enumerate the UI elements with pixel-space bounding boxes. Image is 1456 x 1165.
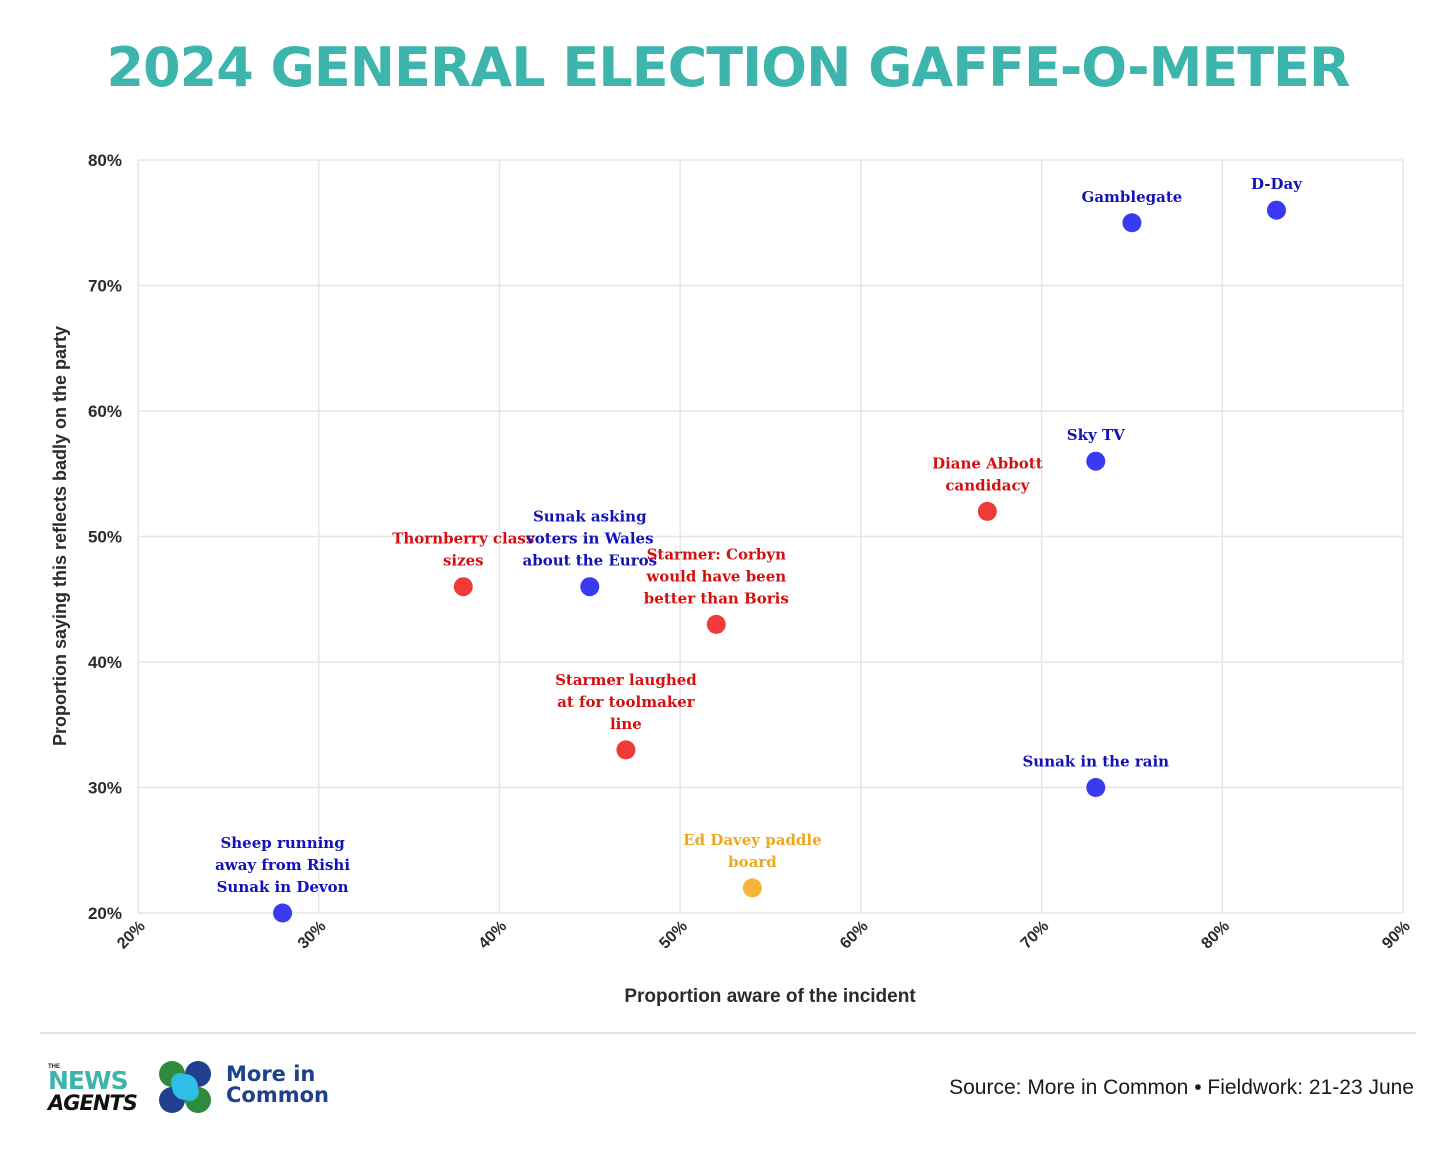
data-point (273, 903, 293, 923)
source-note: Source: More in Common • Fieldwork: 21-2… (949, 1076, 1414, 1099)
logo-news-small: THE (48, 1064, 60, 1070)
scatter-chart: 20% 30% 40% 50% 60% 70% 80% 20% 30% 40% 50% 60% 70%… (50, 151, 1414, 1007)
y-tick-label: 70% (88, 277, 122, 296)
data-point (977, 501, 997, 521)
y-tick-label: 60% (88, 402, 122, 421)
y-tick-label: 30% (88, 779, 122, 798)
data-point (1086, 778, 1106, 797)
x-axis-ticks: 20% 30% 40% 50% 60% 70% 80% 90% (114, 918, 1414, 953)
point-label: Sky TV (1067, 426, 1125, 444)
point-label: Sunak asking voters in Wales about the Eur… (523, 508, 658, 570)
data-point (706, 614, 726, 634)
logo-mic-line1: More in (226, 1062, 316, 1086)
data-point (1122, 213, 1142, 233)
data-point (580, 577, 600, 597)
point-labels: D-Day Gamblegate Sky TV Diane Abbott candida… (215, 175, 1303, 896)
x-tick-label: 90% (1379, 918, 1414, 953)
y-tick-label: 20% (88, 904, 122, 923)
x-tick-label: 80% (1198, 918, 1233, 953)
x-tick-label: 60% (837, 918, 872, 953)
logo-news-line2: AGENTS (48, 1091, 138, 1115)
y-tick-label: 40% (88, 653, 122, 672)
y-axis-label: Proportion saying this reflects badly on… (50, 326, 70, 746)
data-point (616, 740, 636, 760)
data-point (1267, 200, 1286, 220)
more-in-common-logo-text: More in Common (226, 1064, 329, 1106)
x-tick-label: 30% (295, 918, 330, 953)
point-label: Starmer: Corbyn would have been better tha… (644, 545, 789, 607)
point-label: Ed Davey paddle board (683, 831, 822, 871)
data-point (742, 878, 762, 898)
x-tick-label: 50% (656, 918, 691, 953)
x-axis-label: Proportion aware of the incident (624, 986, 916, 1007)
logo-mic-line2: Common (226, 1083, 329, 1107)
data-points (273, 200, 1286, 923)
point-label: Sheep running away from Rishi Sunak in Dev… (215, 834, 350, 896)
point-label: Gamblegate (1082, 188, 1183, 206)
y-axis-ticks: 20% 30% 40% 50% 60% 70% 80% (88, 151, 122, 923)
x-tick-label: 40% (476, 918, 511, 953)
footer-divider (40, 1032, 1416, 1034)
point-label: Starmer laughed at for toolmaker line (555, 671, 697, 733)
logo-news-line1: NEWS (48, 1066, 129, 1095)
news-agents-logo: THE NEWS AGENTS (48, 1064, 148, 1114)
more-in-common-logo-icon (159, 1061, 211, 1113)
grid-lines (137, 159, 1404, 914)
point-label: Thornberry class sizes (392, 530, 534, 570)
x-tick-label: 20% (114, 918, 149, 953)
y-tick-label: 50% (88, 528, 122, 547)
y-tick-label: 80% (88, 151, 122, 170)
point-label: D-Day (1251, 175, 1303, 193)
point-label: Diane Abbott candidacy (932, 454, 1043, 494)
data-point (453, 577, 473, 597)
x-tick-label: 70% (1018, 918, 1053, 953)
data-point (1086, 451, 1106, 471)
point-label: Sunak in the rain (1022, 753, 1169, 771)
chart-title: 2024 GENERAL ELECTION GAFFE-O-METER (106, 36, 1350, 99)
